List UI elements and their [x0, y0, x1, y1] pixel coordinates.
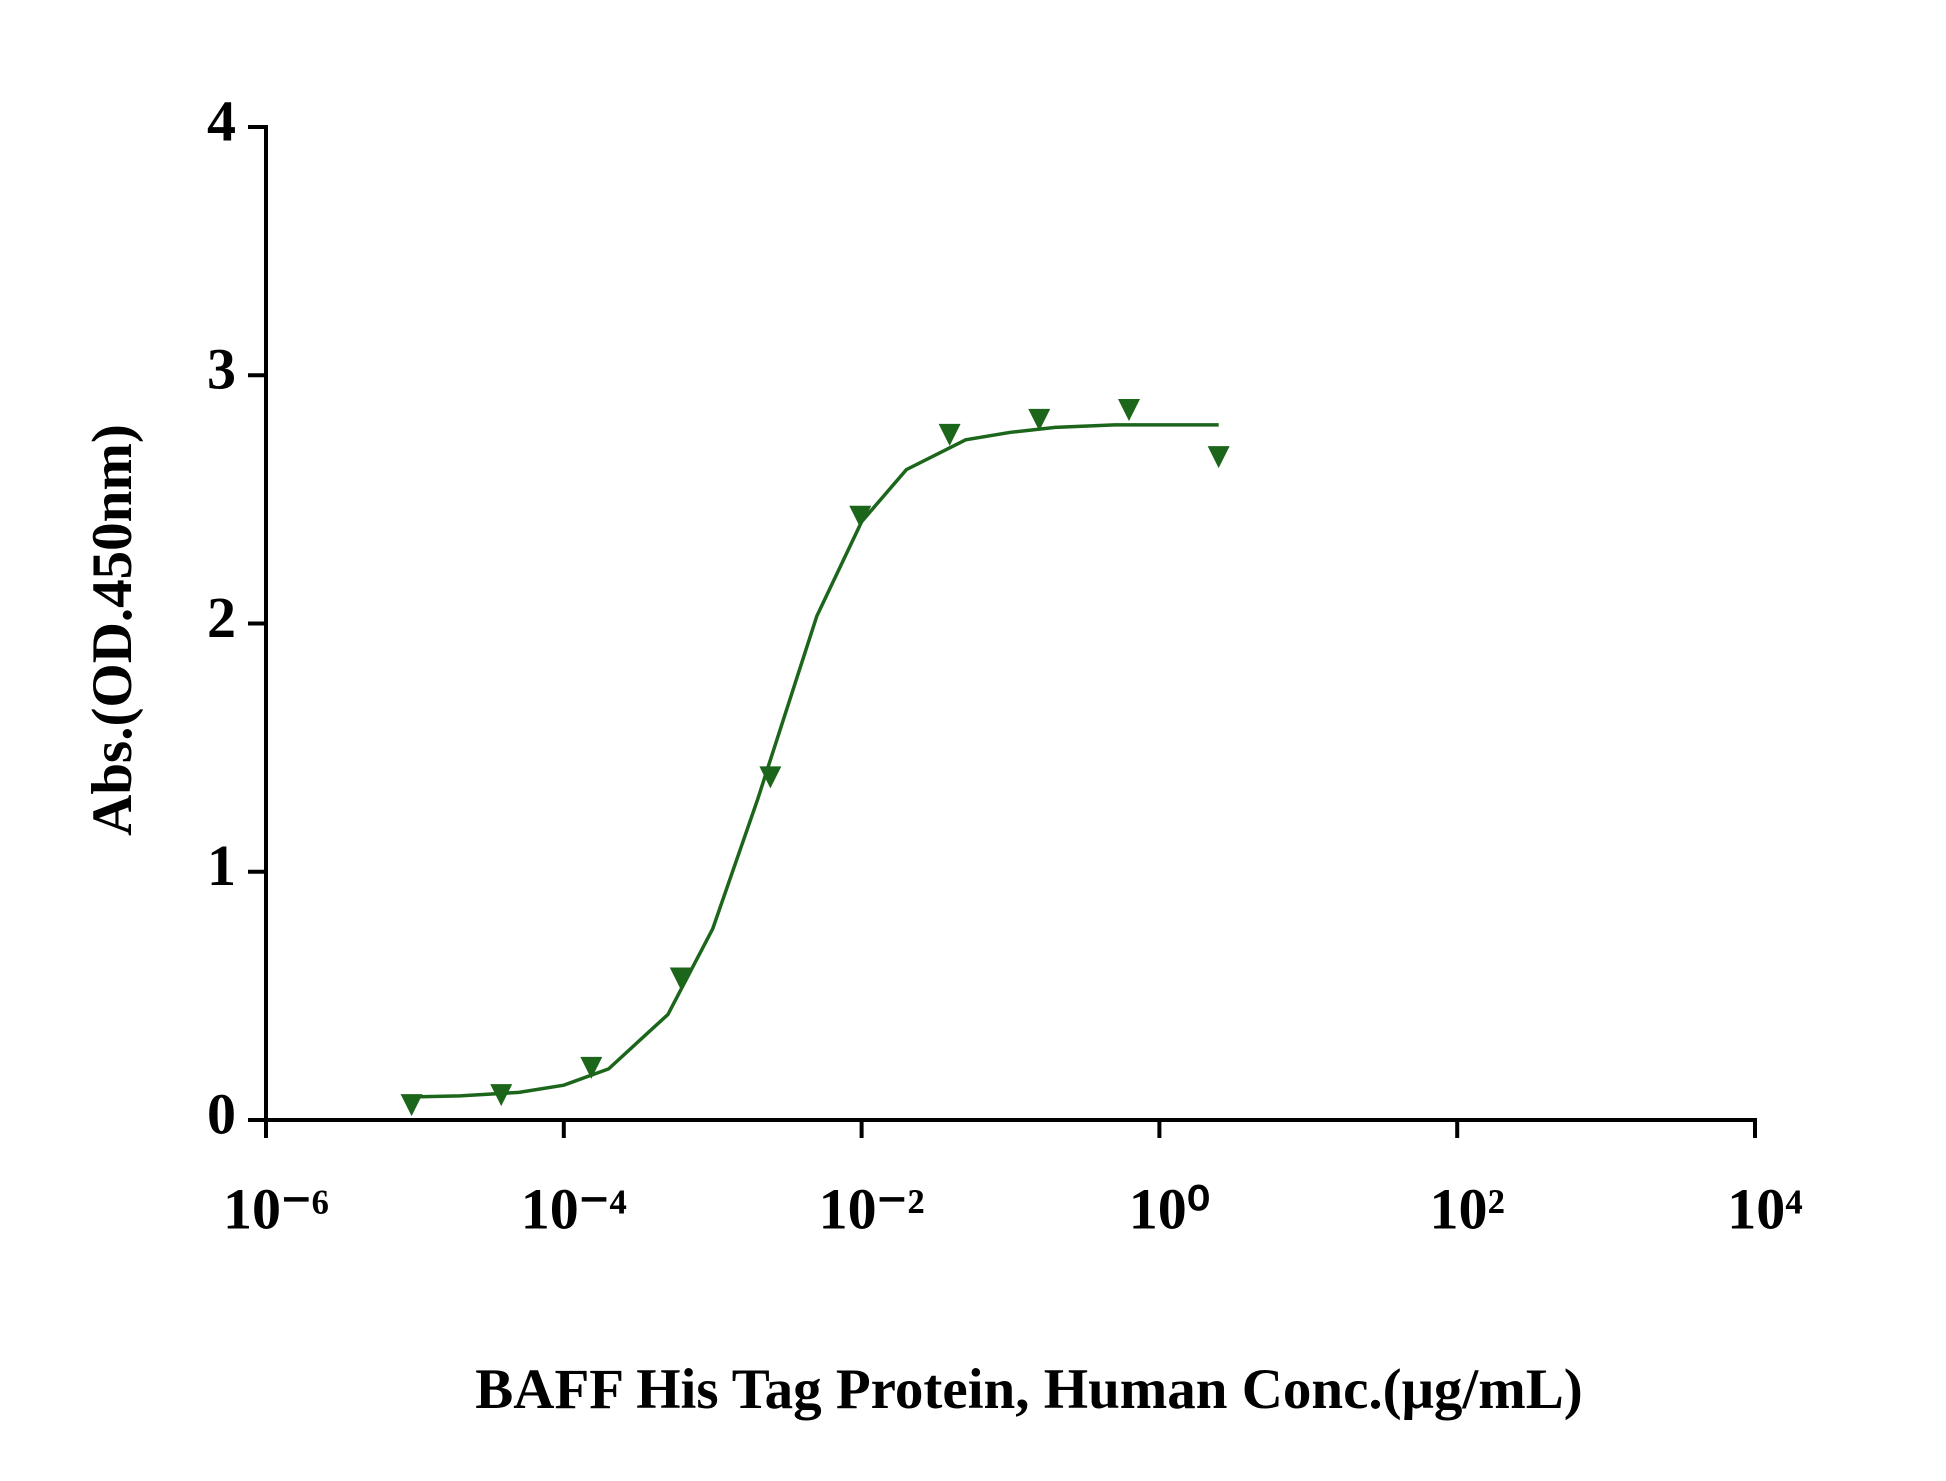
- data-point: [849, 505, 872, 528]
- data-point: [1028, 408, 1051, 431]
- x-tick-label: 10⁻²: [819, 1176, 925, 1241]
- data-point: [938, 423, 961, 446]
- y-tick-label: 4: [207, 88, 236, 153]
- fit-curve: [414, 423, 1219, 1099]
- x-tick-label: 10²: [1430, 1176, 1505, 1241]
- x-axis-title: BAFF His Tag Protein, Human Conc.(μg/mL): [475, 1358, 1582, 1421]
- y-axis-title: Abs.(OD.450nm): [81, 424, 144, 836]
- y-tick-label: 2: [207, 585, 236, 650]
- data-point: [1207, 446, 1230, 469]
- y-tick-label: 1: [207, 833, 236, 898]
- x-tick-label: 10⁰: [1129, 1176, 1210, 1241]
- x-tick-label: 10⁻⁶: [223, 1176, 329, 1241]
- y-tick-label: 0: [207, 1081, 236, 1146]
- x-tick-label: 10⁻⁴: [521, 1176, 627, 1241]
- data-point: [400, 1094, 423, 1117]
- data-point: [669, 967, 692, 990]
- data-point: [580, 1056, 603, 1079]
- y-tick-label: 3: [207, 337, 236, 402]
- data-point: [1118, 399, 1141, 422]
- x-tick-label: 10⁴: [1727, 1176, 1802, 1241]
